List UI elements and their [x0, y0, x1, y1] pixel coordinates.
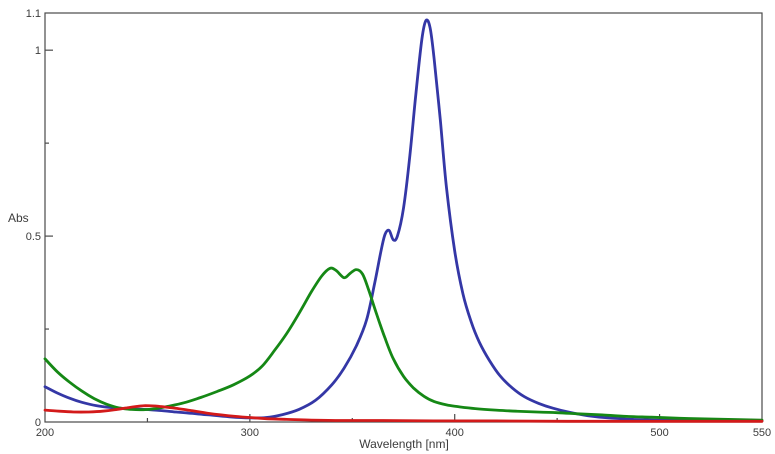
x-tick-label: 550: [753, 427, 771, 439]
series-path-red-spectrum: [43, 404, 764, 423]
y-axis-title: Abs: [8, 211, 29, 225]
tick-labels: 200 300 400 500 550 0 0.5 1 1.1: [26, 8, 771, 439]
plot-border: [44, 12, 763, 423]
x-tick-label: 200: [36, 427, 54, 439]
axis-ticks: [45, 49, 661, 422]
x-tick-label: 400: [446, 427, 464, 439]
series-path-blue-spectrum: [43, 18, 764, 423]
x-tick-label: 300: [241, 427, 259, 439]
y-tick-label: 1: [35, 45, 41, 57]
x-axis-title: Wavelength [nm]: [359, 437, 449, 451]
y-tick-label: 0.5: [26, 231, 41, 243]
series-path-green-spectrum: [43, 266, 764, 422]
y-tick-label: 0: [35, 417, 41, 429]
x-tick-label: 500: [650, 427, 668, 439]
y-tick-label: 1.1: [26, 8, 41, 20]
